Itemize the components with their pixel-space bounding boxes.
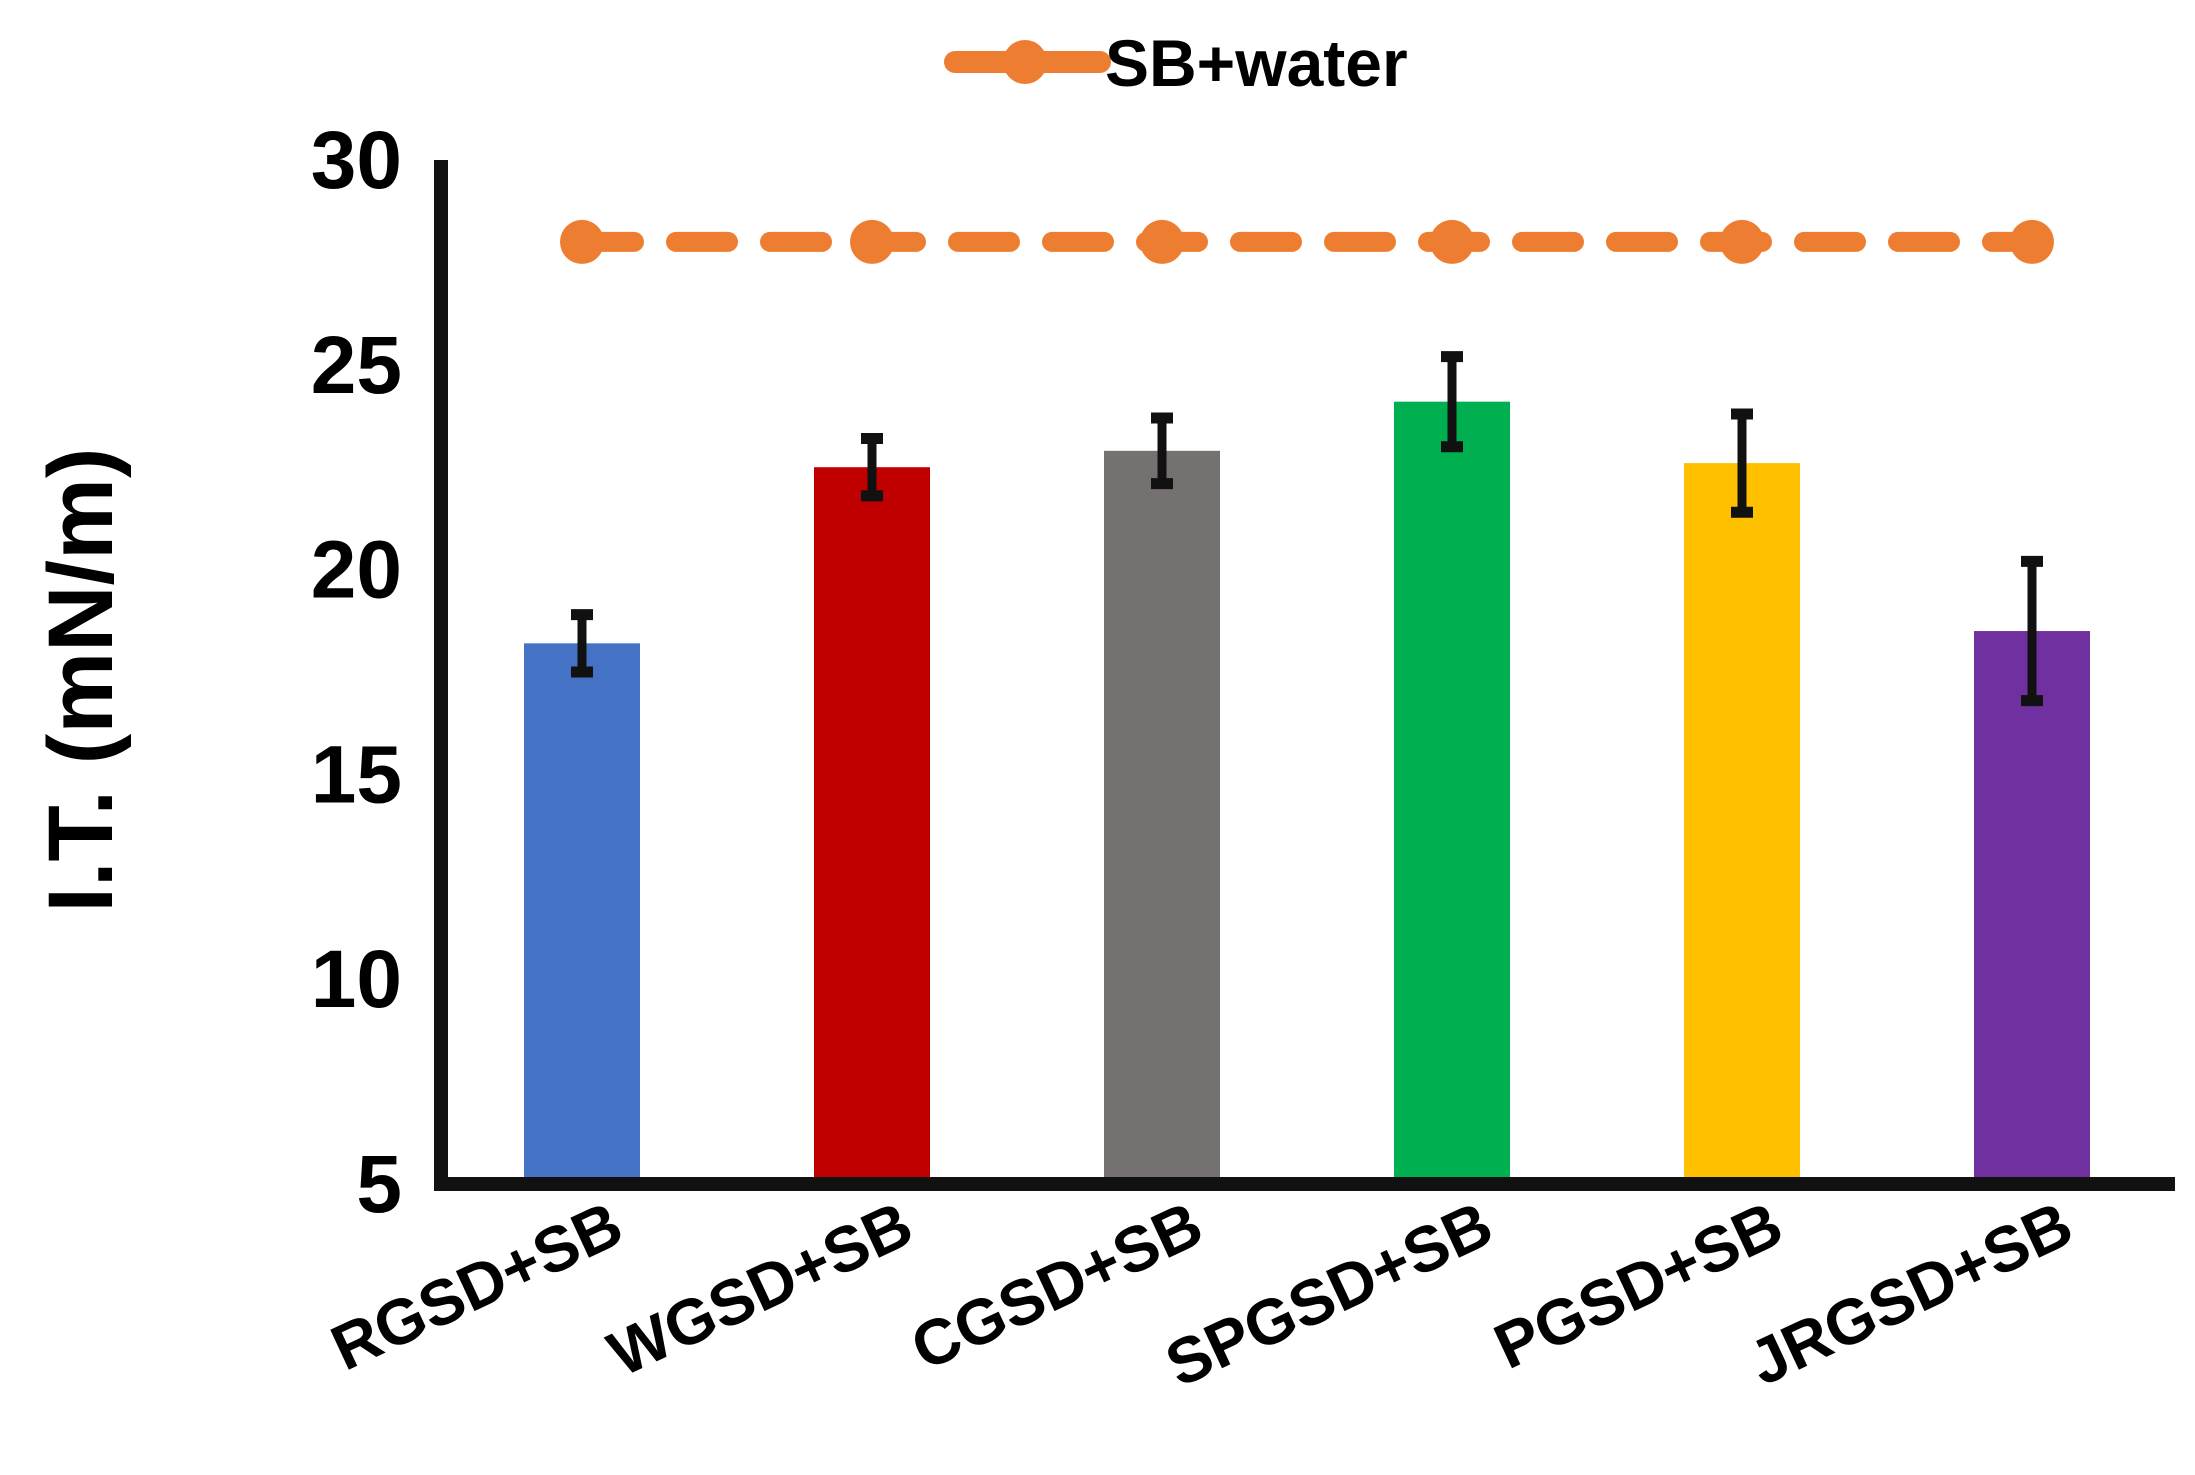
error-bar-rgsd-sb [571,609,593,678]
y-tick-label-20: 20 [311,525,402,616]
sb-water-marker-4 [1430,219,1474,264]
x-label-jrgsd-sb: JRGSD+SB [1738,1187,2083,1399]
error-bar-jrgsd-sb [2021,555,2043,707]
bar-wgsd-sb [814,467,930,1184]
error-bar-spgsd-sb [1441,351,1463,453]
error-bars [571,351,2043,707]
bar-series [524,401,2090,1184]
bar-jrgsd-sb [1974,631,2090,1184]
legend-label: SB+water [1105,26,1408,100]
error-bar-wgsd-sb [861,433,883,502]
y-tick-label-30: 30 [311,115,402,206]
y-tick-label-5: 5 [356,1139,402,1230]
sb-water-marker-3 [1140,219,1184,264]
sb-water-marker-1 [560,219,604,264]
bar-pgsd-sb [1684,463,1800,1184]
sb-water-marker-5 [1720,219,1764,264]
sb-water-series [560,219,2054,264]
y-axis-title: I.T. (mN/m) [30,447,132,912]
sb-water-marker-2 [850,219,894,264]
error-bar-cgsd-sb [1151,412,1173,490]
y-tick-label-25: 25 [311,320,402,411]
y-tick-labels: 5 10 15 20 25 30 [311,115,402,1230]
legend-marker-swatch [1003,40,1047,84]
bar-spgsd-sb [1394,401,1510,1184]
x-category-labels: RGSD+SBWGSD+SBCGSD+SBSPGSD+SBPGSD+SBJRGS… [320,1187,2082,1400]
y-tick-label-10: 10 [311,934,402,1025]
x-label-wgsd-sb: WGSD+SB [598,1187,923,1390]
legend: SB+water [944,26,1408,100]
bar-rgsd-sb [524,643,640,1184]
error-bar-pgsd-sb [1731,408,1753,518]
x-label-spgsd-sb: SPGSD+SB [1155,1187,1503,1400]
bar-cgsd-sb [1104,450,1220,1184]
sb-water-marker-6 [2010,219,2054,264]
y-tick-label-15: 15 [311,729,402,820]
